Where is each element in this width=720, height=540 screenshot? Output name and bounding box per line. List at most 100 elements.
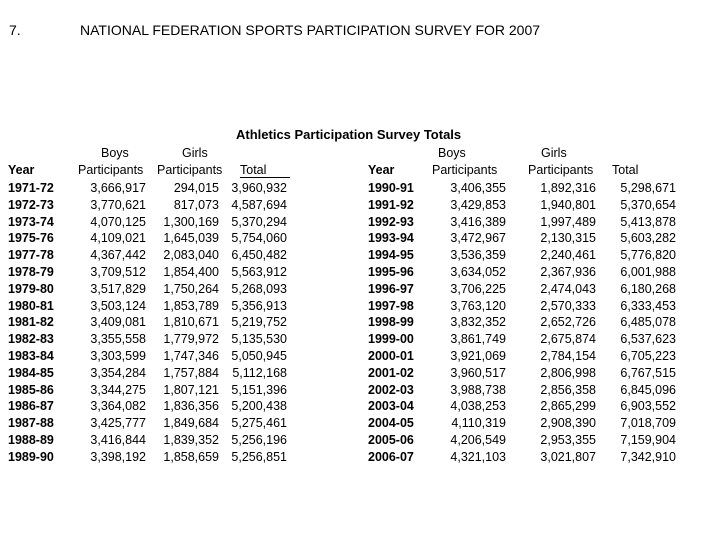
table-cell: 5,776,820 [620,248,676,263]
table-cell: 6,767,515 [620,365,676,380]
table-cell: 1989-90 [8,449,54,464]
table-cell: 6,537,623 [620,332,676,347]
table-cell: 3,354,284 [90,365,146,380]
table-cell: 1995-96 [368,264,414,279]
table-cell: 5,200,438 [231,399,287,414]
right-boys-header: Boys [438,146,466,160]
table-cell: 5,603,282 [620,231,676,246]
table-cell: 3,364,082 [90,399,146,414]
table-cell: 1973-74 [8,214,54,229]
right-total-header: Total [612,163,639,177]
table-cell: 5,754,060 [231,231,287,246]
table-cell: 3,960,517 [450,365,506,380]
table-cell: 1984-85 [8,365,54,380]
table-cell: 1971-72 [8,181,54,195]
table-cell: 2,908,390 [540,416,596,431]
table-cell: 5,356,913 [231,298,287,313]
table-cell: 2004-05 [368,416,414,431]
table-cell: 5,256,196 [231,432,287,447]
table-cell: 3,416,389 [450,214,506,229]
left-year-header: Year [8,163,35,177]
table-cell: 4,367,442 [90,248,146,263]
table-cell: 5,370,294 [231,214,287,229]
table-cell: 2003-04 [368,399,414,414]
table-cell: 2,240,461 [540,248,596,263]
table-cell: 1985-86 [8,382,54,397]
table-cell: 6,845,096 [620,382,676,397]
table-cell: 7,342,910 [620,449,676,464]
table-cell: 5,563,912 [231,264,287,279]
table-cell: 1993-94 [368,231,414,246]
table-cell: 2001-02 [368,365,414,380]
left-total-header: Total [240,163,290,178]
table-cell: 4,587,694 [231,197,287,212]
table-cell: 3,517,829 [90,281,146,296]
table-cell: 1994-95 [368,248,414,263]
table-cell: 3,666,917 [90,181,146,195]
table-cell: 4,206,549 [450,432,506,447]
table-cell: 1,853,789 [163,298,219,313]
right-girls-participants-header: Participants [528,163,594,177]
table-cell: 1,854,400 [163,264,219,279]
table-cell: 1,997,489 [540,214,596,229]
table-cell: 1,940,801 [540,197,596,212]
table-cell: 1977-78 [8,248,54,263]
table-cell: 1996-97 [368,281,414,296]
table-cell: 5,268,093 [231,281,287,296]
table-cell: 3,988,738 [450,382,506,397]
right-year-column: 1990-91 1991-92 1992-93 1993-94 1994-95 1995-… [368,180,414,466]
table-cell: 2,675,874 [540,332,596,347]
table-cell: 4,109,021 [90,231,146,246]
table-cell: 2000-01 [368,348,414,363]
table-cell: 1,849,684 [163,416,219,431]
table-cell: 1,757,884 [163,365,219,380]
table-cell: 1,747,346 [163,348,219,363]
table-cell: 2,652,726 [540,315,596,330]
table-cell: 6,333,453 [620,298,676,313]
table-cell: 6,903,552 [620,399,676,414]
table-cell: 5,256,851 [231,449,287,464]
section-number: 7. [9,22,21,38]
table-cell: 3,021,807 [540,449,596,464]
table-cell: 4,321,103 [450,449,506,464]
table-cell: 2,570,333 [540,298,596,313]
table-cell: 2,083,040 [163,248,219,263]
table-cell: 3,536,359 [450,248,506,263]
left-girls-header: Girls [182,146,208,160]
table-cell: 3,921,069 [450,348,506,363]
table-cell: 1,858,659 [163,449,219,464]
table-subtitle: Athletics Participation Survey Totals [236,127,462,142]
right-girls-header: Girls [541,146,567,160]
table-cell: 7,159,904 [620,432,676,447]
right-year-header: Year [368,163,395,177]
left-total-column: 3,960,932 4,587,694 5,370,294 5,754,060 6,45… [219,180,287,466]
table-cell: 1998-99 [368,315,414,330]
table-cell: 3,634,052 [450,264,506,279]
table-cell: 1990-91 [368,181,414,195]
table-cell: 3,429,853 [450,197,506,212]
right-total-column: 5,298,671 5,370,654 5,413,878 5,603,282 5,77… [602,180,676,466]
table-cell: 2,784,154 [540,348,596,363]
table-cell: 3,770,621 [90,197,146,212]
table-cell: 2006-07 [368,449,414,464]
table-cell: 3,406,355 [450,181,506,195]
table-cell: 6,705,223 [620,348,676,363]
table-cell: 1,807,121 [163,382,219,397]
table-cell: 5,219,752 [231,315,287,330]
table-cell: 2,367,936 [540,264,596,279]
right-boys-column: 3,406,355 3,429,853 3,416,389 3,472,967 3,53… [430,180,506,466]
table-cell: 5,370,654 [620,197,676,212]
table-cell: 2,865,299 [540,399,596,414]
table-cell: 3,425,777 [90,416,146,431]
table-cell: 2002-03 [368,382,414,397]
table-cell: 2,953,355 [540,432,596,447]
table-cell: 3,398,192 [90,449,146,464]
table-cell: 1983-84 [8,348,54,363]
left-boys-participants-header: Participants [78,163,144,177]
table-cell: 1,892,316 [540,181,596,195]
table-cell: 3,763,120 [450,298,506,313]
table-cell: 3,344,275 [90,382,146,397]
table-cell: 1991-92 [368,197,414,212]
table-cell: 4,110,319 [451,416,506,431]
table-cell: 3,832,352 [450,315,506,330]
